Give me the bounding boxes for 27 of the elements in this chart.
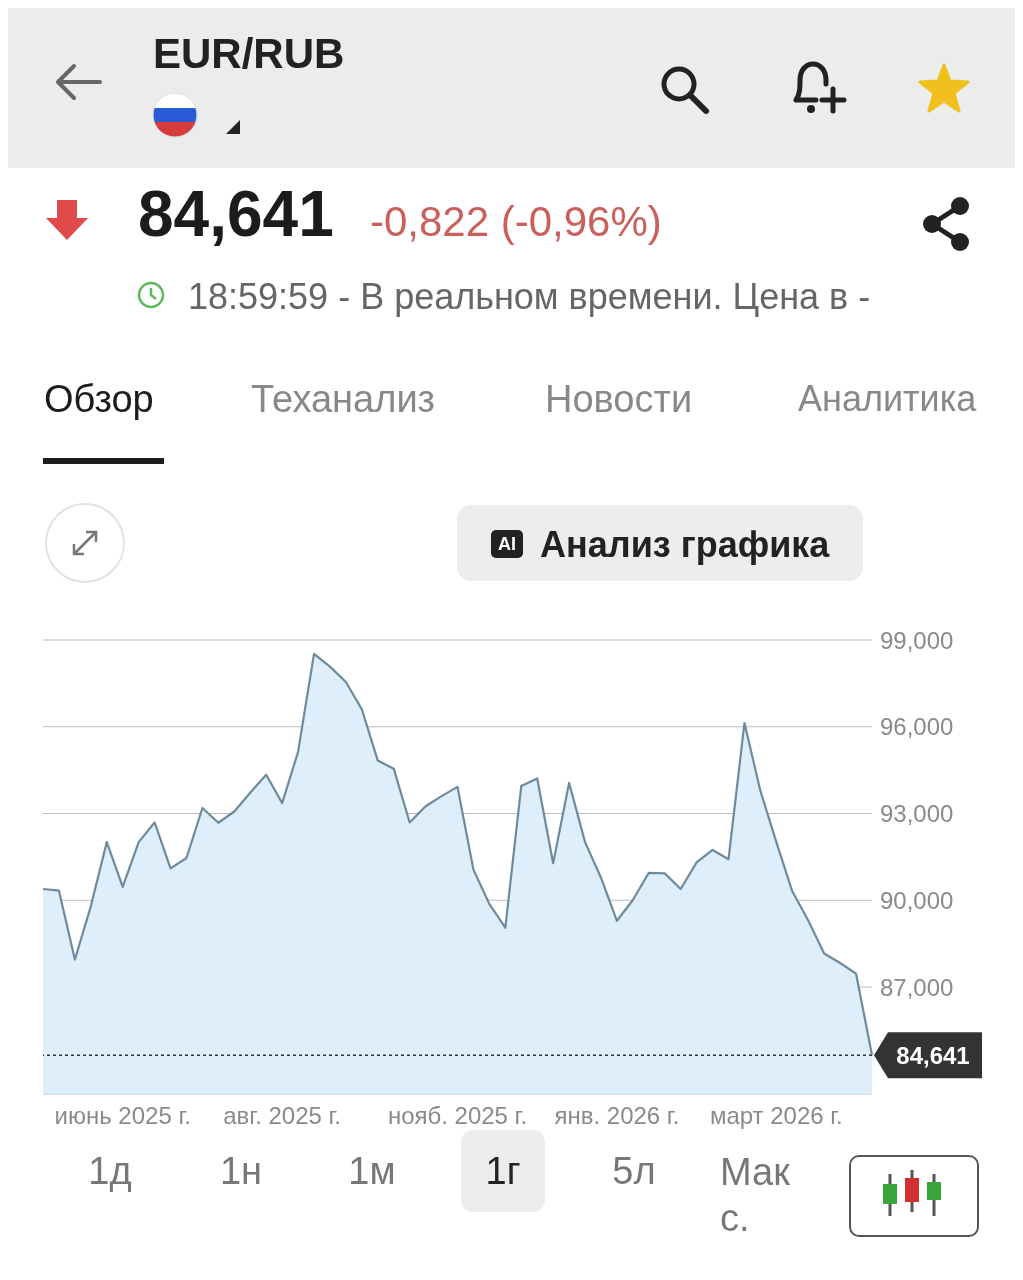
y-tick-label: 93,000 [880, 800, 954, 828]
text: Аналитика [798, 378, 977, 420]
chart-title: EUR/RUB [153, 30, 345, 79]
x-tick-label: авг. 2025 г. [223, 1102, 342, 1129]
y-tick-label: 96,000 [880, 713, 954, 741]
text: Макс. [720, 1150, 791, 1241]
x-tick-label: нояб. 2025 г. [387, 1102, 528, 1129]
ai-icon: AI [491, 530, 523, 558]
text: 84,641 [138, 178, 334, 252]
text: 1м [347, 1149, 397, 1194]
text: Анализ графика [540, 524, 830, 566]
x-tick-label: июнь 2025 г. [54, 1102, 191, 1129]
text: 1д [87, 1149, 133, 1194]
text: -0,822 (-0,96%) [370, 198, 662, 247]
ref-line-label: 84,641 [896, 1042, 970, 1070]
text: Новости [545, 378, 693, 422]
y-tick-label: 99,000 [880, 626, 954, 654]
y-tick-label: 87,000 [880, 973, 954, 1001]
text: Обзор [44, 378, 154, 422]
text: Теханализ [251, 378, 436, 422]
text: 1н [218, 1149, 264, 1194]
text: 1г [461, 1130, 545, 1212]
x-tick-label: янв. 2026 г. [554, 1102, 680, 1129]
text: 5л [611, 1149, 657, 1194]
text: 18:59:59 - В реальном времени. Цена в - [188, 276, 871, 318]
y-tick-label: 90,000 [880, 886, 954, 914]
x-tick-label: март 2026 г. [709, 1102, 843, 1129]
